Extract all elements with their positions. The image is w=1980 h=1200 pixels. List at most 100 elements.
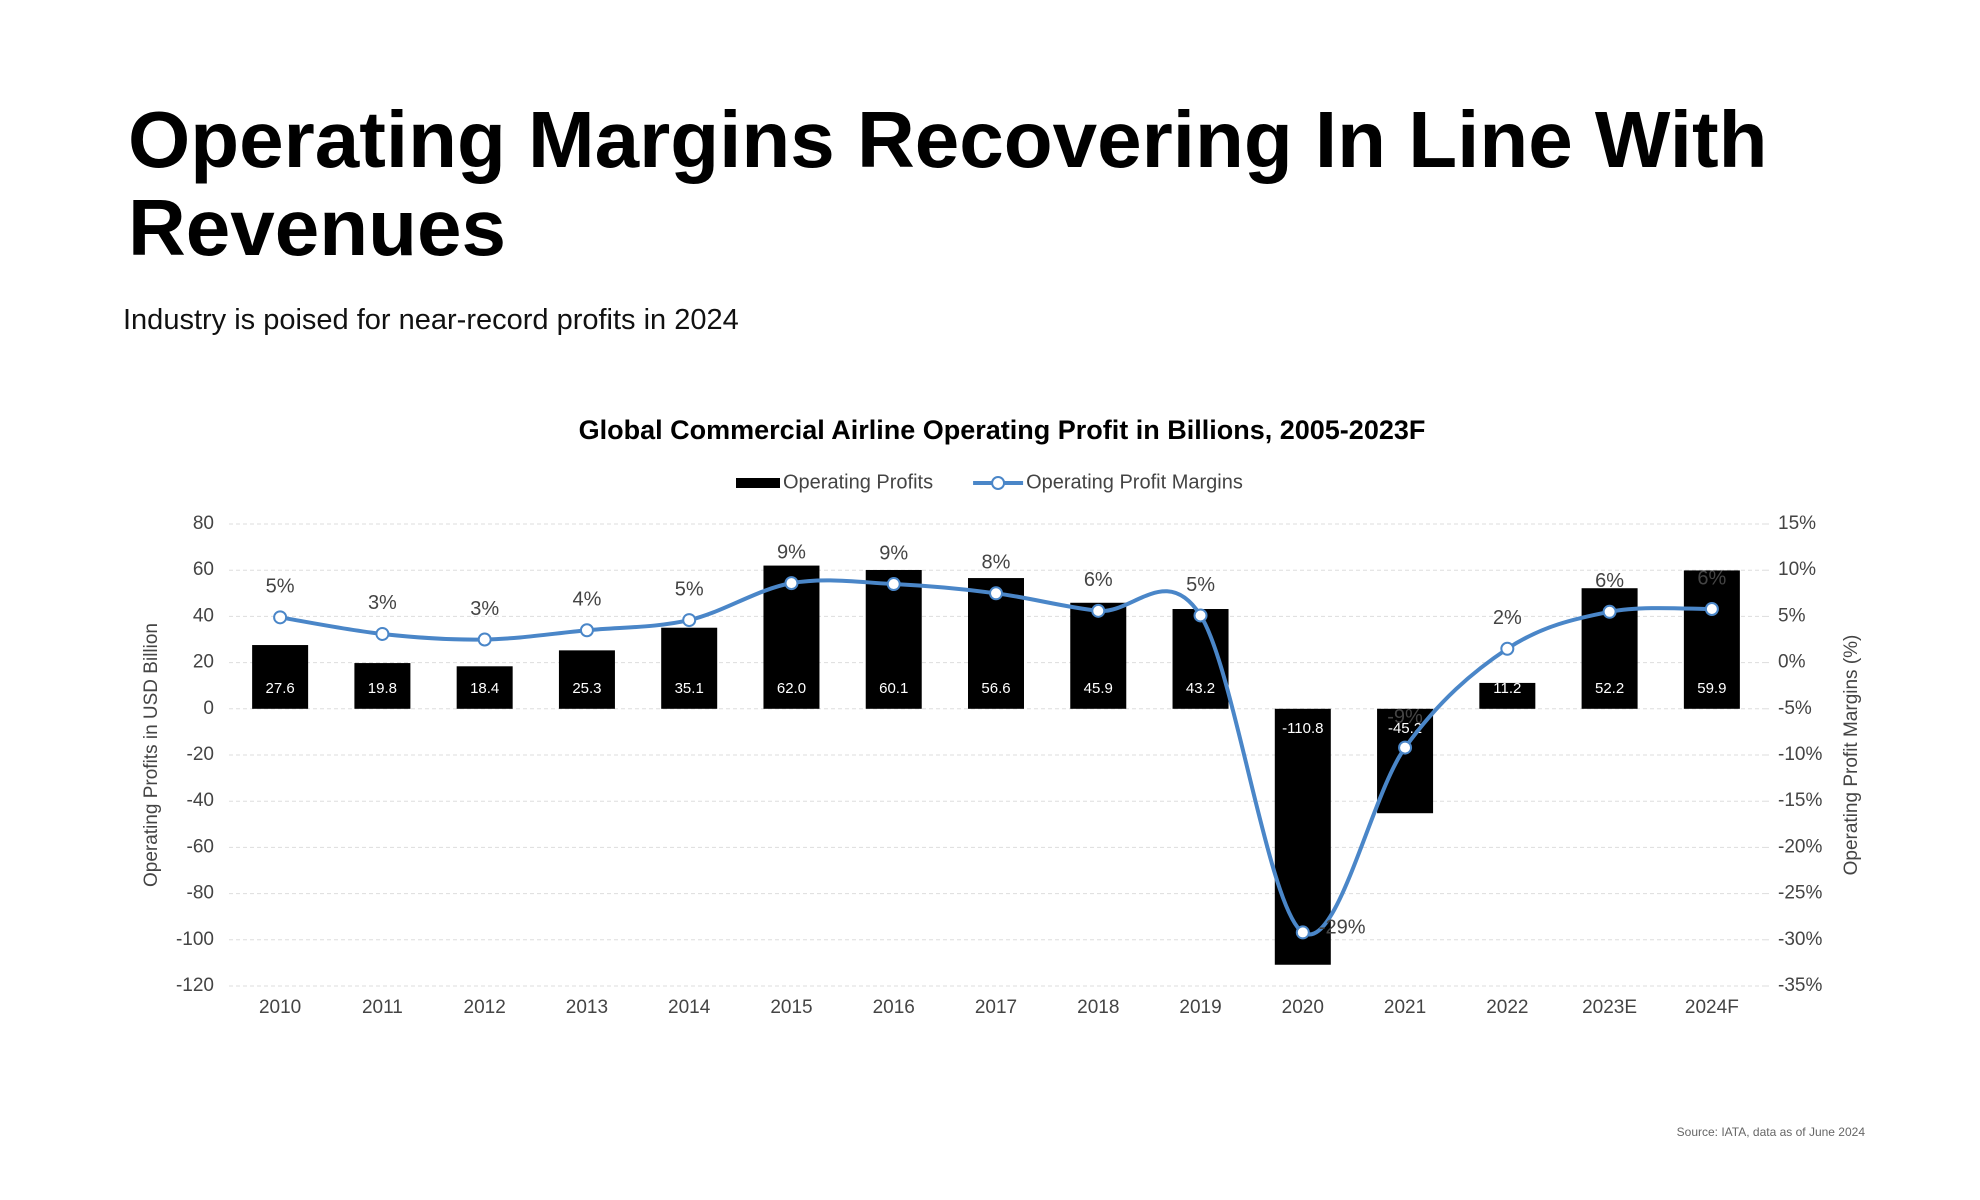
- line-value-label: 9%: [777, 541, 806, 563]
- y2-tick-label: -10%: [1778, 744, 1822, 765]
- line-value-label: 5%: [266, 576, 295, 598]
- legend-marker: [736, 478, 780, 488]
- bar-value-label: 11.2: [1493, 680, 1521, 697]
- bar: [1683, 570, 1740, 709]
- y2-axis-title: Operating Profit Margins (%): [1841, 635, 1862, 876]
- x-tick-label: 2016: [873, 997, 915, 1018]
- x-tick-label: 2019: [1179, 997, 1221, 1018]
- y-tick-label: 0: [203, 698, 214, 719]
- bar-value-label: 35.1: [675, 680, 704, 697]
- y2-tick-label: -30%: [1778, 929, 1822, 950]
- y-tick-label: -60: [187, 836, 214, 857]
- line-marker: [886, 577, 901, 592]
- line-value-label: 8%: [982, 552, 1011, 574]
- y-axis-title: Operating Profits in USD Billion: [141, 623, 162, 887]
- line-value-label: 2%: [1493, 607, 1522, 629]
- y-tick-label: -20: [187, 744, 214, 765]
- bar-value-label: 27.6: [266, 680, 295, 697]
- x-tick-label: 2013: [566, 997, 608, 1018]
- x-tick-label: 2017: [975, 997, 1017, 1018]
- bar-value-label: 25.3: [572, 680, 601, 697]
- bar-value-label: 45.9: [1084, 680, 1113, 697]
- x-tick-label: 2023E: [1582, 997, 1637, 1018]
- bar-value-label: 19.8: [368, 680, 397, 697]
- line-value-label: 6%: [1697, 567, 1726, 589]
- y2-tick-label: 15%: [1778, 513, 1816, 534]
- line-value-label: 5%: [675, 578, 704, 600]
- line-marker: [579, 623, 594, 638]
- line: [279, 578, 1712, 937]
- y2-tick-label: -25%: [1778, 883, 1822, 904]
- bar: [865, 569, 922, 709]
- bar: [1274, 708, 1331, 965]
- x-tick-label: 2015: [770, 997, 812, 1018]
- line-marker: [273, 610, 288, 625]
- line-marker: [1500, 641, 1515, 656]
- bar-value-label: -45.2: [1388, 720, 1422, 737]
- x-tick-label: 2018: [1077, 997, 1119, 1018]
- line-marker: [784, 576, 799, 591]
- bar-value-label: 43.2: [1186, 680, 1215, 697]
- bar-value-label: 59.9: [1697, 680, 1726, 697]
- x-tick-label: 2011: [362, 997, 403, 1018]
- bar-value-label: 18.4: [470, 680, 499, 697]
- x-tick-label: 2020: [1282, 997, 1324, 1018]
- legend-marker: [991, 476, 1006, 490]
- source: Source: IATA, data as of June 2024: [1677, 1125, 1866, 1139]
- bar-value-label: 60.1: [879, 680, 908, 697]
- y-tick-label: 20: [193, 652, 214, 673]
- bar: [252, 645, 309, 709]
- line-marker: [682, 613, 697, 628]
- line-marker: [375, 626, 390, 641]
- line-marker: [1295, 925, 1310, 940]
- y-tick-label: -80: [187, 883, 214, 904]
- x-tick-label: 2021: [1384, 997, 1426, 1018]
- line-marker: [1398, 740, 1413, 755]
- line-value-label: 5%: [1186, 574, 1215, 596]
- line-marker: [989, 586, 1003, 601]
- y2-tick-label: 5%: [1778, 605, 1806, 626]
- line-value-label: 6%: [1084, 569, 1113, 591]
- y2-tick-label: -15%: [1778, 790, 1822, 811]
- y2-tick-label: 10%: [1778, 559, 1816, 580]
- bar: [456, 666, 513, 709]
- page-title: Operating Margins Recovering In Line Wit…: [128, 95, 1768, 272]
- x-tick-label: 2022: [1486, 997, 1528, 1018]
- bar-value-label: 52.2: [1595, 680, 1624, 697]
- y2-tick-label: 0%: [1778, 652, 1806, 673]
- line-value-label: 3%: [470, 598, 499, 620]
- line-marker: [1091, 603, 1106, 618]
- x-tick-label: 2014: [668, 997, 711, 1018]
- line-marker: [1193, 608, 1208, 623]
- y2-tick-label: -20%: [1778, 836, 1822, 857]
- line-marker: [477, 632, 492, 647]
- line-value-label: 9%: [879, 542, 908, 564]
- y-tick-label: -120: [176, 975, 214, 996]
- bar: [1070, 602, 1127, 709]
- bar-value-label: 56.6: [981, 680, 1010, 697]
- legend-label: Operating Profits: [783, 471, 933, 493]
- bar: [661, 627, 718, 709]
- legend-label: Operating Profit Margins: [1026, 471, 1243, 493]
- y-tick-label: -100: [176, 929, 214, 950]
- line-value-label: -9%: [1387, 706, 1423, 728]
- x-tick-label: 2024F: [1685, 997, 1739, 1018]
- bar-value-label: 62.0: [777, 680, 806, 697]
- line-value-label: 3%: [368, 592, 397, 614]
- line-marker: [1704, 602, 1719, 617]
- y2-tick-label: -35%: [1778, 975, 1822, 996]
- line-value-label: 6%: [1595, 570, 1624, 592]
- line-value-label: 4%: [572, 589, 601, 611]
- y-tick-label: 80: [193, 513, 214, 534]
- x-tick-label: 2012: [464, 997, 506, 1018]
- x-tick-label: 2010: [259, 997, 301, 1018]
- y-tick-label: 60: [193, 559, 214, 580]
- bar-value-label: -110.8: [1282, 720, 1323, 737]
- line-value-label: -29%: [1319, 917, 1366, 939]
- y2-tick-label: -5%: [1778, 698, 1812, 719]
- bar: [558, 650, 615, 709]
- chart-title: Global Commercial Airline Operating Prof…: [579, 415, 1426, 445]
- line-marker: [1602, 604, 1617, 619]
